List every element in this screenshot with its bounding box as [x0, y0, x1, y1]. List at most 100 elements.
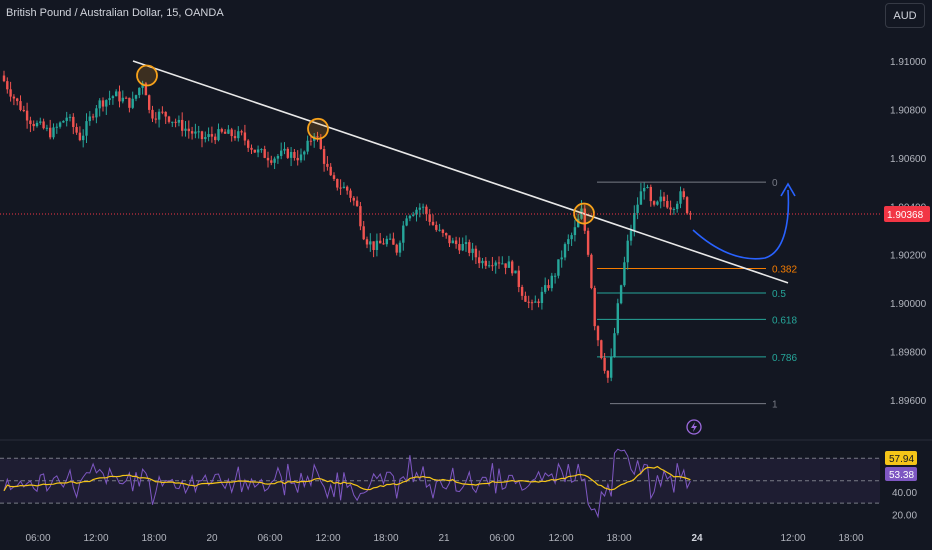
candle [471, 242, 474, 261]
candle-body [471, 248, 474, 253]
candle [613, 327, 616, 358]
candle [289, 147, 293, 167]
candle-body [65, 117, 68, 121]
candle [504, 263, 507, 275]
candle [689, 210, 692, 220]
candle-body [451, 240, 454, 244]
touch-marker [136, 64, 158, 87]
candle-body [511, 261, 514, 274]
candle [105, 99, 108, 115]
candle [45, 124, 49, 132]
candle [2, 70, 6, 83]
candle [379, 232, 382, 244]
candle [194, 123, 197, 139]
fib-label: 0.618 [772, 315, 797, 326]
candle [49, 119, 52, 140]
candle-body [187, 128, 190, 132]
candle [375, 233, 379, 257]
candle-body [161, 111, 164, 113]
candle-body [623, 262, 626, 286]
candle-body [115, 91, 118, 97]
candle [187, 120, 190, 139]
candle [154, 112, 157, 124]
candle [22, 105, 25, 113]
candle [421, 203, 425, 214]
candle [167, 115, 171, 124]
candle-body [78, 132, 82, 141]
candle-body [395, 244, 398, 253]
candle-body [332, 175, 336, 179]
candle-body [200, 131, 204, 140]
candle [672, 207, 676, 215]
candle [349, 188, 352, 203]
candle [464, 235, 468, 252]
time-tick-label: 06:00 [257, 533, 282, 544]
candle [517, 265, 520, 293]
candle-body [273, 158, 276, 163]
candle [445, 232, 448, 239]
candle-body [296, 157, 299, 161]
candle-body [91, 116, 95, 118]
candle-body [230, 129, 233, 137]
candle [662, 192, 666, 207]
time-tick-label: 12:00 [315, 533, 340, 544]
candle-body [375, 240, 379, 251]
candle [111, 95, 115, 105]
candle [448, 235, 451, 248]
candle [346, 185, 349, 195]
candle-body [481, 260, 484, 264]
price-tick-label: 1.90800 [890, 105, 927, 116]
candle-body [247, 140, 250, 148]
candle-body [603, 357, 606, 371]
candle-body [342, 186, 346, 189]
rsi-ma-line [3, 465, 691, 492]
candle [567, 234, 570, 252]
candle [58, 121, 62, 129]
candle [197, 125, 200, 139]
candle [250, 144, 253, 155]
candle [190, 126, 194, 140]
fib-label: 1 [772, 400, 778, 411]
lightning-circle [686, 419, 702, 435]
candle-body [540, 291, 544, 304]
candle-body [412, 214, 415, 216]
candle [398, 240, 402, 257]
rsi-ma-tag [885, 451, 917, 465]
candle-body [583, 208, 586, 231]
candle-body [626, 240, 629, 263]
candle [563, 242, 567, 261]
candle-body [299, 154, 303, 161]
candle [629, 224, 633, 246]
candle [590, 253, 593, 290]
candle [669, 200, 672, 216]
candle-body [362, 226, 365, 240]
candle [385, 235, 388, 247]
candle-body [398, 242, 402, 253]
candle [296, 150, 299, 166]
candle-body [167, 116, 171, 122]
candle [220, 127, 223, 134]
candle [316, 131, 319, 142]
candle [593, 285, 596, 331]
currency-button[interactable]: AUD [885, 3, 925, 28]
candle-body [349, 190, 352, 198]
candle-body [385, 238, 388, 245]
candle [415, 207, 418, 222]
candle-body [379, 240, 382, 244]
candle-body [685, 197, 689, 214]
candle-body [372, 241, 375, 251]
candle [431, 214, 435, 226]
candle [659, 189, 662, 209]
candle-body [55, 126, 58, 128]
candle-body [62, 120, 65, 123]
candle-body [547, 285, 550, 289]
candle [52, 123, 55, 140]
fib-label: 0.382 [772, 265, 797, 276]
rsi-ma-value: 57.94 [889, 454, 914, 465]
candle [299, 148, 303, 163]
candle [270, 155, 273, 166]
candle [586, 227, 590, 257]
candle-body [491, 265, 494, 267]
candle [478, 250, 481, 269]
